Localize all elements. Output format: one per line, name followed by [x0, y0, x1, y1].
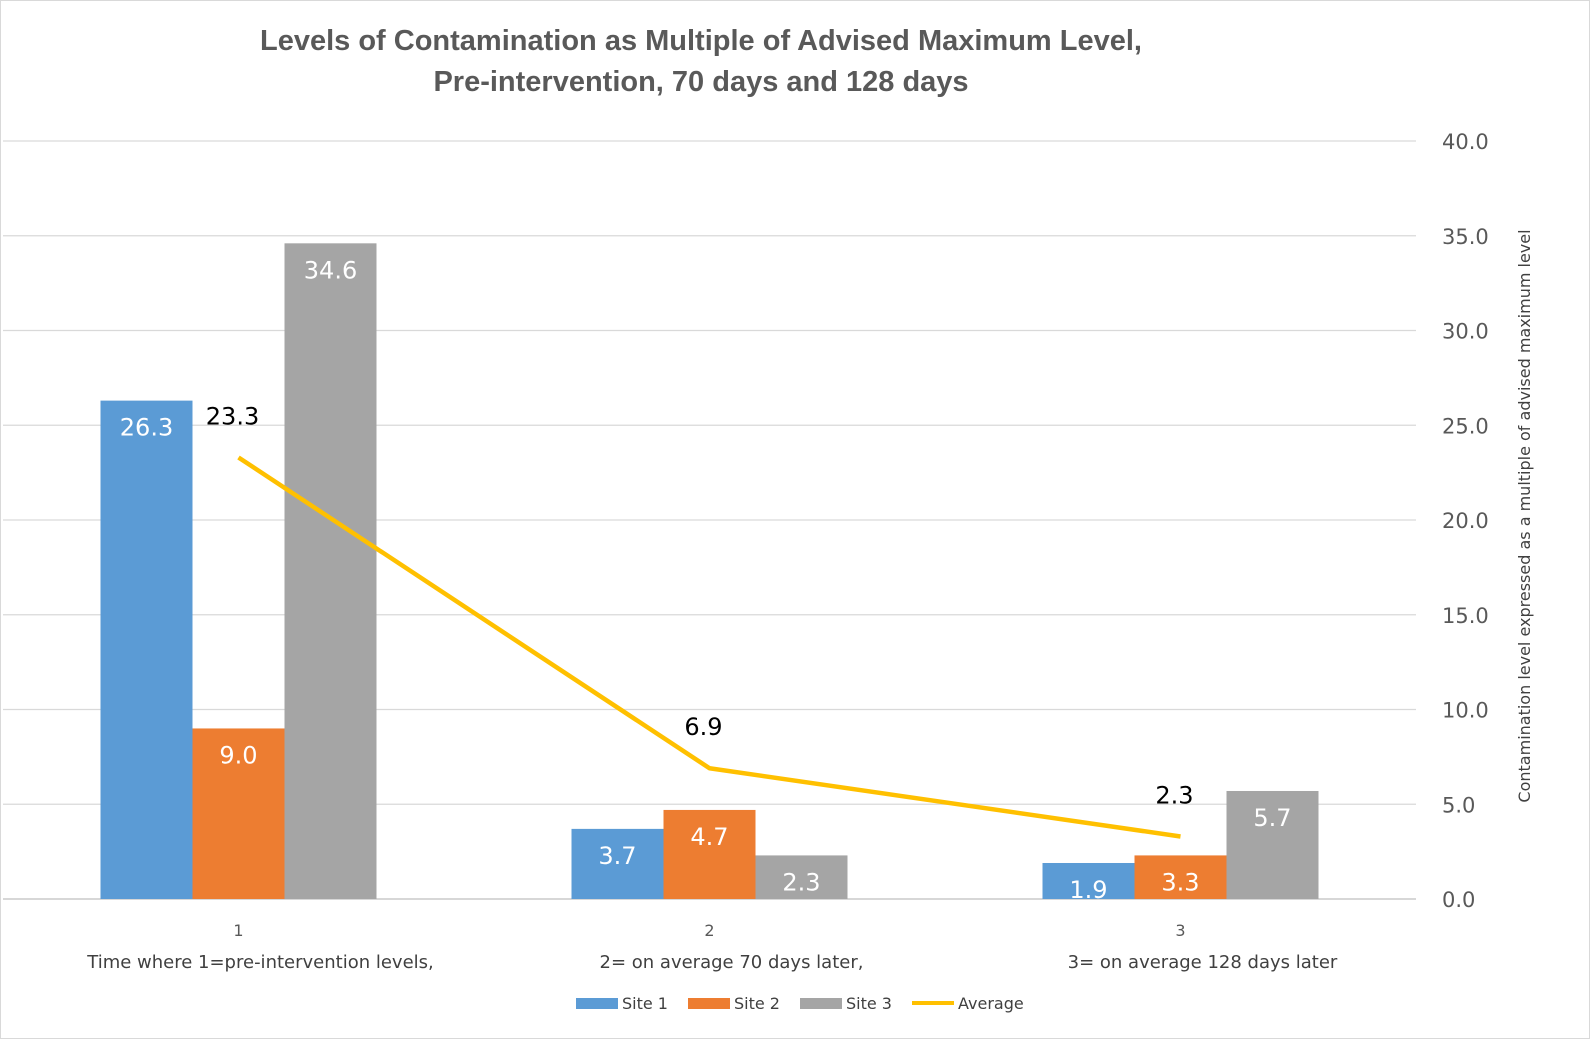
axes: 0.0 5.0 10.0 15.0 20.0 25.0 30.0 35.0 40.0 1 Time … [86, 130, 1489, 973]
x-category-description: 2= on average 70 days later, [600, 952, 864, 973]
bar-site-2 [192, 728, 285, 899]
y-axis-label: Contamination level expressed as a multi… [1515, 229, 1534, 802]
average-data-label: 6.9 [684, 713, 722, 741]
x-tick-label: 1 [233, 921, 243, 940]
bar-data-label: 1.9 [1069, 876, 1107, 904]
x-tick-label: 3 [1175, 921, 1185, 940]
y-tick-label: 10.0 [1442, 699, 1489, 723]
y-tick-label: 5.0 [1442, 793, 1475, 817]
bar-site-3 [284, 243, 377, 899]
y-tick-label: 30.0 [1442, 320, 1489, 344]
y-tick-label: 40.0 [1442, 130, 1489, 154]
data-labels: 26.3 3.7 1.9 9.0 4.7 3.3 34.6 2.3 5.7 23.3 6.9 2.3 [120, 256, 1292, 904]
y-tick-label: 20.0 [1442, 509, 1489, 533]
bar-site-1 [100, 400, 193, 899]
bar-data-label: 5.7 [1253, 804, 1291, 832]
bar-site-1 [1042, 862, 1135, 899]
x-category-description: 3= on average 128 days later [1068, 952, 1338, 973]
legend-swatch-site-3 [800, 998, 842, 1009]
bar-data-label: 4.7 [690, 823, 728, 851]
chart-subtitle: Pre-intervention, 70 days and 128 days [433, 66, 968, 98]
average-line [237, 455, 1181, 839]
bars [100, 243, 1319, 899]
legend-swatch-site-2 [688, 998, 730, 1009]
bar-site-2 [663, 809, 756, 899]
bar-site-2 [1134, 855, 1227, 899]
x-tick-label: 2 [704, 921, 714, 940]
bar-data-label: 26.3 [120, 414, 173, 442]
legend-label-site-2: Site 2 [734, 994, 780, 1013]
y-tick-label: 15.0 [1442, 604, 1489, 628]
chart-title: Levels of Contamination as Multiple of A… [260, 25, 1142, 57]
y-tick-label: 35.0 [1442, 225, 1489, 249]
bar-site-3 [755, 855, 848, 899]
bar-data-label: 3.7 [598, 842, 636, 870]
bar-data-label: 9.0 [219, 741, 257, 769]
bar-data-label: 2.3 [782, 868, 820, 896]
bar-site-3 [1226, 790, 1319, 899]
bar-data-label: 3.3 [1161, 868, 1199, 896]
x-category-description: Time where 1=pre-intervention levels, [86, 952, 434, 973]
legend-label-site-3: Site 3 [846, 994, 892, 1013]
bar-site-1 [571, 828, 664, 899]
average-data-label: 23.3 [206, 402, 259, 430]
legend-label-average: Average [958, 994, 1024, 1013]
y-tick-label: 0.0 [1442, 888, 1475, 912]
y-tick-label: 25.0 [1442, 414, 1489, 438]
bar-data-label: 34.6 [304, 256, 357, 284]
legend: Site 1 Site 2 Site 3 Average [576, 994, 1024, 1013]
average-data-label: 2.3 [1155, 781, 1193, 809]
legend-swatch-site-1 [576, 998, 618, 1009]
average-line-layer [237, 455, 1181, 839]
legend-label-site-1: Site 1 [622, 994, 668, 1013]
